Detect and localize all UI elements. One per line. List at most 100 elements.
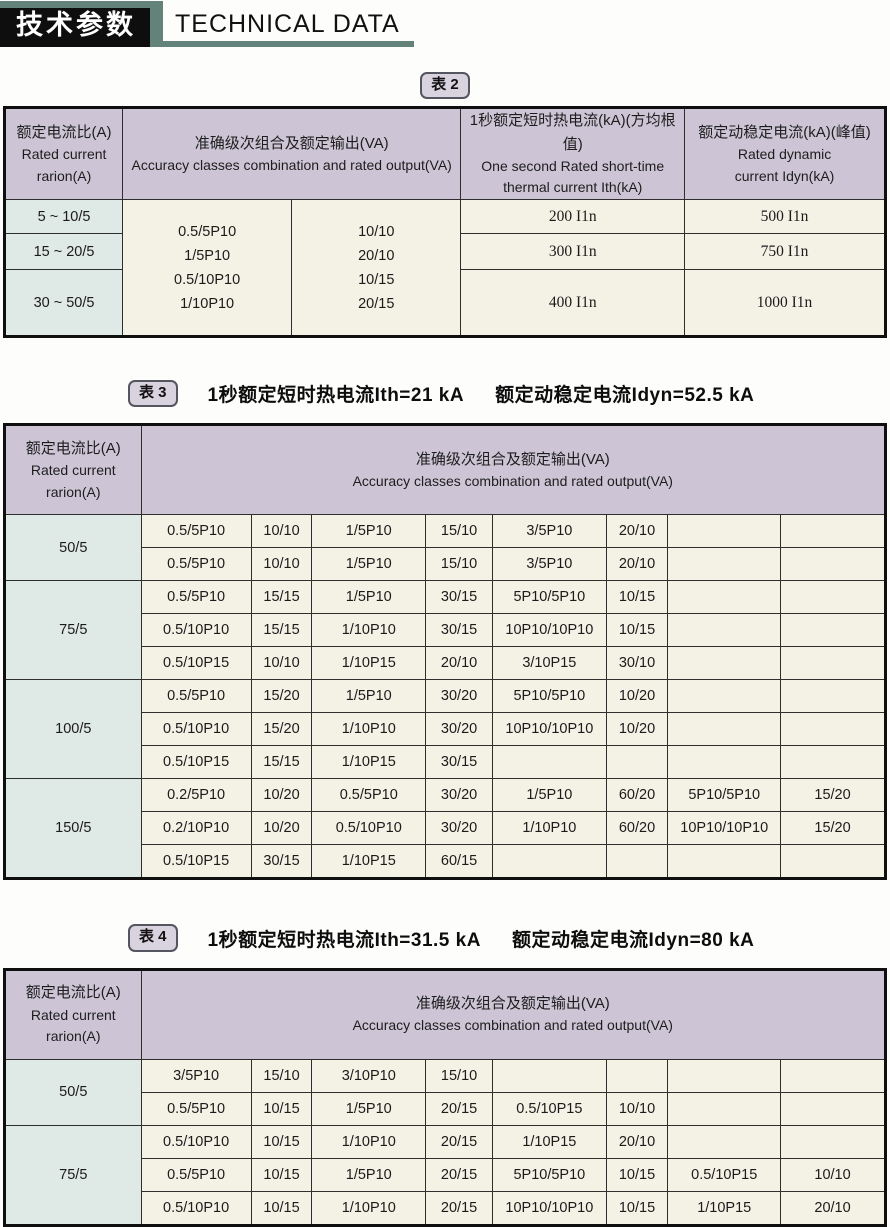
table-cell: 15/15 <box>250 745 313 780</box>
table-cell: 10/20 <box>250 778 313 813</box>
table-cell: 5P10/5P10 <box>492 1157 607 1192</box>
table-cell: 1/10P15 <box>667 1190 782 1226</box>
table-cell: 1/10P15 <box>311 745 427 780</box>
section-label-box: 技术参数 <box>0 1 163 47</box>
table-cell: 10/15 <box>250 1190 313 1226</box>
table2-col-header-ratio: 额定电流比(A) Rated current rarion(A) <box>3 107 124 201</box>
table-cell: 0.5/10P15 <box>667 1157 782 1192</box>
ratio-cell: 50/5 <box>4 1058 142 1126</box>
table-cell: 1/5P10 <box>311 547 427 582</box>
table-row: 100/5 0.5/5P10 15/20 1/5P10 30/20 5P10/5… <box>4 679 886 780</box>
table4-badge: 表 4 <box>128 924 178 952</box>
table-cell <box>780 646 886 681</box>
table-cell <box>667 1058 782 1093</box>
table-cell: 1/5P10 <box>311 580 427 615</box>
table-cell: 0.5/10P15 <box>492 1091 607 1126</box>
table-row: 0.5/10P15 30/15 1/10P15 60/15 <box>5 844 886 880</box>
table4-title-row: 表 4 1秒额定短时热电流Ith=31.5 kA 额定动稳定电流Idyn=80 … <box>128 924 890 952</box>
table-cell: 1000 I1n <box>684 269 886 338</box>
ratio-cell: 75/5 <box>4 580 142 681</box>
table-cell: 0.2/5P10 <box>140 778 252 813</box>
table-cell: 10/10 <box>780 1157 886 1192</box>
table-row: 50/5 3/5P10 15/10 3/10P10 15/10 <box>4 1058 886 1126</box>
table-cell: 0.5/10P15 <box>140 745 252 780</box>
table-row: 5 ~ 10/5 0.5/5P10 1/5P10 0.5/10P10 1/10P… <box>3 199 886 338</box>
table-cell <box>667 679 782 714</box>
table-cell: 0.5/10P10 <box>140 613 252 648</box>
table-cell: 20/15 <box>425 1091 494 1126</box>
table-cell: 15/20 <box>250 679 313 714</box>
table-cell: 0.5/10P10 <box>140 1124 252 1159</box>
table-cell <box>780 712 886 747</box>
table-cell: 10/15 <box>605 1157 669 1192</box>
table-cell: 1/10P15 <box>492 1124 607 1159</box>
table3-badge: 表 3 <box>128 380 178 408</box>
table2-header-row: 额定电流比(A) Rated current rarion(A) 准确级次组合及… <box>3 107 886 201</box>
table-cell: 30/20 <box>425 679 494 714</box>
table-cell: 1/10P10 <box>492 811 607 846</box>
table-cell <box>780 1091 886 1126</box>
table3-title-row: 表 3 1秒额定短时热电流Ith=21 kA 额定动稳定电流Idyn=52.5 … <box>128 380 890 408</box>
table2-badge: 表 2 <box>420 72 470 100</box>
table-cell: 1/10P10 <box>311 712 427 747</box>
table2-col-header-combo: 准确级次组合及额定输出(VA) Accuracy classes combina… <box>122 107 462 201</box>
table-cell: 10/15 <box>605 613 669 648</box>
table-cell: 10P10/10P10 <box>492 712 607 747</box>
table4-col-header-combo: 准确级次组合及额定输出(VA) Accuracy classes combina… <box>140 968 887 1060</box>
table3-header-row: 额定电流比(A) Rated current rarion(A) 准确级次组合及… <box>4 424 887 516</box>
table-cell <box>667 547 782 582</box>
table-cell: 10/15 <box>250 1157 313 1192</box>
table2-col-header-dynamic: 额定动稳定电流(kA)(峰值) Rated dynamic current Id… <box>684 107 886 201</box>
table-cell: 0.5/10P10 <box>140 712 252 747</box>
table-cell: 1/5P10 <box>492 778 607 813</box>
table4-col-header-ratio: 额定电流比(A) Rated current rarion(A) <box>4 968 142 1060</box>
table-cell: 30/20 <box>425 811 494 846</box>
table4-header-row: 额定电流比(A) Rated current rarion(A) 准确级次组合及… <box>4 968 887 1060</box>
table-cell: 200 I1n <box>460 199 686 235</box>
table-cell: 30/15 <box>425 580 494 615</box>
table-cell: 30/20 <box>425 712 494 747</box>
table-cell: 0.5/5P10 <box>140 580 252 615</box>
table-cell: 20/10 <box>780 1190 886 1226</box>
ratio-cell: 50/5 <box>4 514 142 582</box>
combo-cell: 0.5/5P10 1/5P10 0.5/10P10 1/10P10 <box>122 199 293 338</box>
table-cell: 0.5/10P10 <box>140 1190 252 1226</box>
table-cell: 60/20 <box>605 811 669 846</box>
ratio-cell: 100/5 <box>4 679 142 780</box>
table-cell: 30/15 <box>250 844 313 880</box>
table-cell <box>605 745 669 780</box>
table-cell: 10/15 <box>605 580 669 615</box>
table-cell <box>780 547 886 582</box>
table-cell: 15/15 <box>250 580 313 615</box>
table-row: 0.5/10P10 15/20 1/10P10 30/20 10P10/10P1… <box>5 712 886 747</box>
table-cell <box>492 844 607 880</box>
table-cell <box>667 580 782 615</box>
table-cell <box>780 613 886 648</box>
table-cell <box>667 1124 782 1159</box>
table-cell: 3/10P10 <box>311 1058 427 1093</box>
table-cell: 1/5P10 <box>311 1157 427 1192</box>
table-cell <box>780 514 886 549</box>
ratio-cell: 150/5 <box>4 778 142 880</box>
table-cell: 0.5/10P15 <box>140 646 252 681</box>
table-cell: 0.5/5P10 <box>140 1091 252 1126</box>
table-cell: 10P10/10P10 <box>667 811 782 846</box>
table-cell <box>492 1058 607 1093</box>
table-cell: 20/10 <box>605 547 669 582</box>
table-cell <box>780 745 886 780</box>
table-cell: 0.5/10P10 <box>311 811 427 846</box>
table-cell: 15/10 <box>425 1058 494 1093</box>
ratio-cell: 30 ~ 50/5 <box>3 269 124 338</box>
table3: 额定电流比(A) Rated current rarion(A) 准确级次组合及… <box>3 423 887 881</box>
table2: 额定电流比(A) Rated current rarion(A) 准确级次组合及… <box>3 106 887 339</box>
table-cell <box>780 679 886 714</box>
table-cell: 10/15 <box>250 1124 313 1159</box>
table-cell <box>605 844 669 880</box>
table-cell: 1/10P10 <box>311 1190 427 1226</box>
table-cell: 15/10 <box>250 1058 313 1093</box>
table-cell: 750 I1n <box>684 233 886 271</box>
table2-col-header-thermal: 1秒额定短时热电流(kA)(方均根值) One second Rated sho… <box>460 107 686 201</box>
table-row: 75/5 0.5/10P10 10/15 1/10P10 20/15 1/10P… <box>4 1124 886 1226</box>
table4-title: 1秒额定短时热电流Ith=31.5 kA 额定动稳定电流Idyn=80 kA <box>207 929 755 951</box>
